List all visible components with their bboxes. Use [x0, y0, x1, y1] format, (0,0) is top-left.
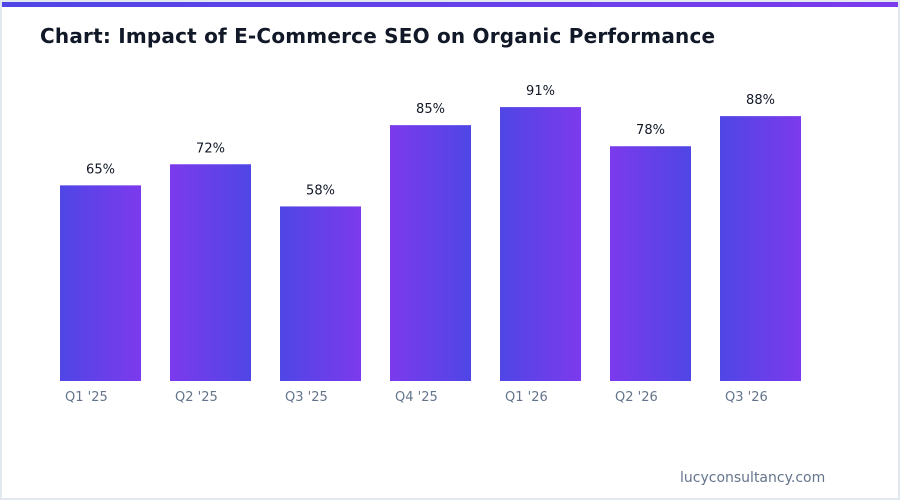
data-label: 91%: [526, 84, 555, 99]
accent-bar: [2, 2, 898, 7]
data-label: 65%: [86, 162, 115, 177]
data-label: 72%: [196, 141, 225, 156]
x-tick-label: Q4 '25: [395, 390, 438, 405]
source-credit: lucyconsultancy.com: [680, 470, 826, 486]
data-label: 58%: [306, 183, 335, 198]
chart-title: Chart: Impact of E-Commerce SEO on Organ…: [40, 24, 716, 48]
bar: [280, 206, 361, 381]
bar: [390, 125, 471, 382]
bar: [610, 146, 691, 381]
x-tick-label: Q1 '26: [505, 390, 548, 405]
x-tick-label: Q3 '26: [725, 390, 768, 405]
bar: [720, 116, 801, 382]
x-tick-label: Q1 '25: [65, 390, 108, 405]
x-tick-label: Q2 '25: [175, 390, 218, 405]
x-tick-label: Q2 '26: [615, 390, 658, 405]
x-tick-label: Q3 '25: [285, 390, 328, 405]
bar: [60, 185, 141, 381]
data-label: 85%: [416, 102, 445, 117]
data-label: 78%: [636, 123, 665, 138]
bar: [500, 107, 581, 381]
data-label: 88%: [746, 93, 775, 108]
bar: [170, 164, 251, 381]
